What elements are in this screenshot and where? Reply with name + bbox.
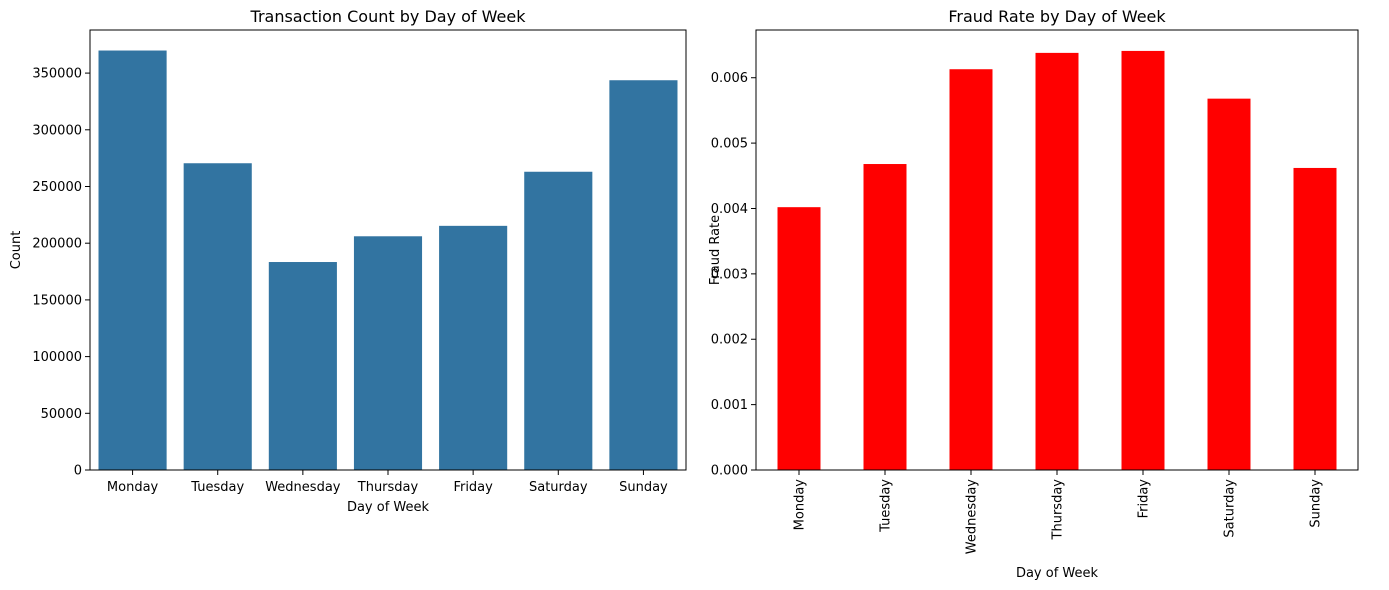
fraud-rate-chart: Fraud Rate by Day of Week Day of Week Fr… [708, 7, 1359, 581]
bar-sunday [609, 80, 678, 470]
plot-frame [89, 29, 687, 471]
y-tick-label: 200000 [32, 237, 82, 252]
bar-wednesday [268, 262, 337, 470]
bar-friday [1121, 50, 1165, 470]
x-tick-label: Tuesday [879, 479, 894, 533]
x-tick-label: Sunday [1309, 479, 1324, 528]
x-tick-label: Saturday [1223, 479, 1238, 538]
x-tick-label: Thursday [1051, 479, 1066, 541]
x-tick-label: Wednesday [965, 479, 980, 555]
y-tick-label: 0.006 [711, 71, 748, 86]
x-tick-label: Friday [1137, 479, 1152, 519]
chart-title: Transaction Count by Day of Week [250, 7, 527, 26]
x-tick-label: Sunday [619, 480, 668, 495]
y-tick-label: 0 [74, 464, 82, 479]
y-tick-label: 0.002 [711, 333, 748, 348]
y-tick-label: 300000 [32, 123, 82, 138]
bar-saturday [524, 171, 593, 471]
y-tick-label: 350000 [32, 67, 82, 82]
y-tick-label: 150000 [32, 293, 82, 308]
plot-frame [755, 29, 1359, 471]
y-tick-label: 0.001 [711, 398, 748, 413]
x-tick-label: Monday [793, 479, 808, 531]
bar-wednesday [949, 69, 993, 470]
bar-monday [98, 50, 167, 471]
y-axis-label: Fraud Rate [708, 215, 723, 285]
x-tick-label: Monday [107, 480, 159, 495]
bar-thursday [1035, 52, 1079, 470]
chart-title: Fraud Rate by Day of Week [948, 7, 1166, 26]
x-tick-label: Tuesday [190, 480, 244, 495]
y-tick-label: 0.003 [711, 267, 748, 282]
bar-monday [777, 207, 821, 470]
x-tick-label: Friday [453, 480, 493, 495]
y-tick-label: 0.005 [711, 137, 748, 152]
x-tick-label: Thursday [357, 480, 419, 495]
y-axis-label: Count [9, 231, 24, 270]
y-tick-label: 100000 [32, 350, 82, 365]
bar-tuesday [863, 164, 907, 471]
y-tick-label: 0.000 [711, 464, 748, 479]
y-tick-label: 50000 [41, 407, 82, 422]
x-axis-label: Day of Week [1016, 566, 1099, 581]
bar-tuesday [183, 163, 252, 470]
bar-sunday [1293, 167, 1337, 471]
y-tick-label: 0.004 [711, 202, 748, 217]
x-axis-label: Day of Week [347, 500, 430, 515]
bar-saturday [1207, 98, 1251, 471]
transaction-count-chart: Transaction Count by Day of Week Day of … [9, 7, 687, 515]
bar-thursday [353, 236, 423, 470]
y-tick-label: 250000 [32, 180, 82, 195]
x-tick-label: Wednesday [265, 480, 341, 495]
x-tick-label: Saturday [529, 480, 588, 495]
bar-friday [439, 225, 508, 470]
